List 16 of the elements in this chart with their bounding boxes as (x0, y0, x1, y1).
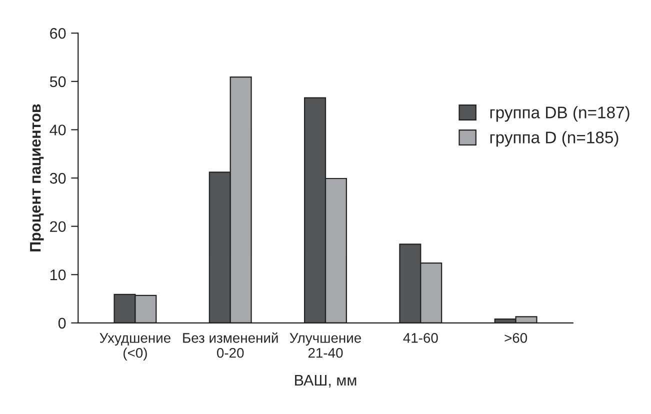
x-tick-label: Без изменений 0-20 (183, 332, 278, 358)
y-tick-label: 10 (50, 269, 66, 280)
y-tick-label: 0 (58, 318, 66, 329)
legend-label: группа D (n=185) (490, 131, 618, 147)
y-tick-label: 50 (50, 76, 66, 88)
x-tick-label: >60 (504, 333, 528, 343)
y-tick-label: 60 (50, 28, 66, 39)
x-tick-label: Ухудшение (<0) (100, 333, 170, 361)
legend-label: группа DB (n=187) (490, 106, 630, 122)
y-tick-label: 40 (50, 124, 66, 136)
y-axis-title: Процент пациентов (30, 104, 44, 252)
y-tick-label: 20 (50, 221, 66, 232)
y-tick-label: 30 (50, 172, 66, 184)
x-tick-label: 41-60 (403, 333, 438, 343)
x-tick-label: Улучшение 21-40 (290, 333, 361, 358)
x-axis-title: ВАШ, мм (295, 375, 356, 388)
